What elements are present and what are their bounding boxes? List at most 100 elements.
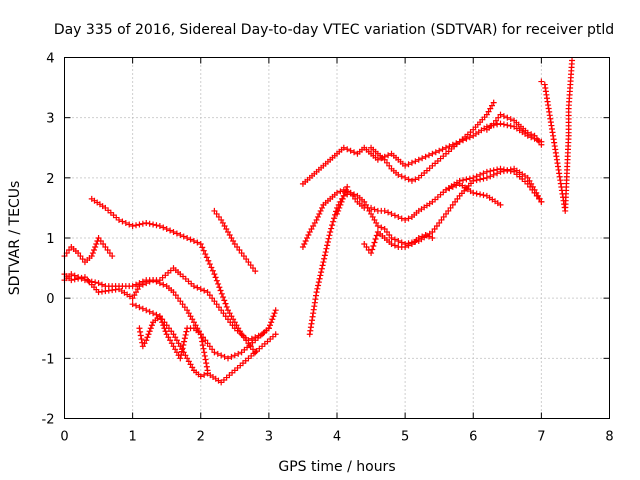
data-point	[316, 210, 323, 217]
data-point	[368, 250, 375, 257]
data-point	[205, 257, 212, 264]
data-point	[370, 243, 377, 250]
data-point	[412, 158, 419, 165]
data-point	[371, 239, 378, 246]
data-point	[405, 215, 412, 222]
data-point	[321, 252, 328, 259]
x-tick-label: 4	[333, 430, 341, 445]
data-point	[238, 331, 245, 338]
data-point	[211, 207, 218, 214]
data-point	[369, 213, 376, 220]
data-marks	[61, 57, 576, 386]
data-point	[351, 149, 358, 156]
data-point	[347, 189, 354, 196]
data-point	[328, 225, 335, 232]
data-point	[197, 241, 204, 248]
data-point	[189, 364, 196, 371]
data-point	[137, 328, 144, 335]
data-point	[429, 235, 436, 241]
y-axis-label: SDTVAR / TECUs	[7, 181, 23, 296]
data-point	[133, 281, 140, 288]
data-point	[388, 235, 395, 241]
data-point	[184, 235, 191, 241]
data-point	[170, 289, 177, 296]
data-point	[181, 304, 188, 311]
data-point	[381, 156, 388, 163]
x-tick-label: 1	[128, 430, 136, 445]
data-point	[477, 191, 484, 198]
data-point	[460, 177, 467, 184]
data-point	[302, 238, 309, 245]
data-point	[163, 225, 170, 232]
data-point	[206, 292, 213, 299]
data-point	[216, 284, 223, 291]
data-point	[231, 319, 238, 326]
data-point	[197, 331, 204, 338]
data-point	[267, 322, 274, 329]
data-point	[408, 177, 415, 184]
data-point	[374, 156, 381, 163]
data-point	[311, 219, 318, 226]
data-point	[381, 225, 388, 232]
data-point	[192, 322, 199, 329]
axis-ticks: 0 1 2 3 4 5 6 7 8 -2 -1 0 1 2 3 4	[42, 52, 614, 445]
data-point	[431, 225, 438, 232]
data-point	[212, 274, 219, 281]
data-point	[225, 355, 231, 362]
data-point	[187, 361, 194, 368]
data-point	[538, 78, 545, 85]
data-point	[220, 294, 227, 301]
data-point	[334, 210, 340, 217]
grid	[64, 57, 610, 419]
data-point	[235, 350, 242, 357]
y-tick-label: 0	[46, 292, 54, 307]
data-point	[372, 236, 379, 243]
data-point	[209, 346, 216, 353]
data-point	[453, 140, 460, 147]
data-point	[194, 284, 201, 291]
data-point	[190, 319, 197, 326]
data-point	[165, 334, 172, 341]
data-point	[172, 292, 179, 299]
plot-frame	[64, 57, 610, 419]
data-point	[269, 316, 276, 323]
data-point	[168, 328, 175, 335]
data-point	[167, 227, 174, 234]
data-point	[100, 241, 107, 248]
data-point	[425, 152, 432, 159]
data-point	[366, 207, 373, 214]
data-point	[226, 231, 233, 238]
data-point	[436, 219, 443, 226]
data-point	[340, 144, 347, 151]
data-point	[378, 224, 385, 231]
data-point	[395, 171, 402, 178]
data-point	[185, 358, 192, 365]
data-point	[524, 129, 531, 136]
data-point	[453, 182, 460, 189]
data-point	[252, 268, 259, 275]
data-point	[163, 331, 170, 338]
data-point	[177, 231, 184, 238]
data-point	[252, 334, 259, 341]
data-point	[217, 287, 224, 294]
data-point	[330, 218, 337, 225]
data-point	[433, 222, 440, 229]
data-point	[466, 175, 473, 182]
data-point	[175, 340, 182, 347]
data-point	[148, 322, 155, 329]
data-point	[485, 108, 492, 115]
data-point	[500, 113, 507, 120]
data-point	[490, 99, 497, 106]
data-point	[190, 238, 197, 245]
data-point	[158, 316, 165, 323]
data-point	[161, 325, 168, 332]
data-point	[373, 219, 380, 226]
data-point	[528, 180, 535, 187]
data-point	[183, 328, 190, 335]
data-point	[190, 283, 197, 290]
data-point	[255, 332, 262, 339]
data-point	[146, 220, 153, 227]
data-point	[364, 204, 371, 211]
data-point	[162, 328, 169, 335]
